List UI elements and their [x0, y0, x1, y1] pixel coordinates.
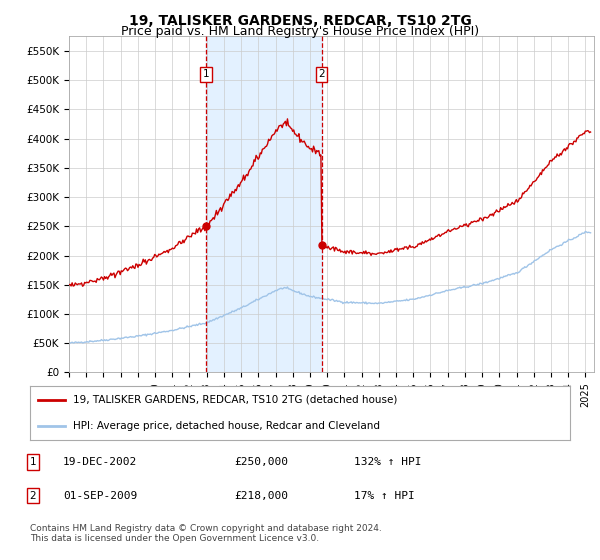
Text: £250,000: £250,000	[234, 457, 288, 467]
Text: 17% ↑ HPI: 17% ↑ HPI	[354, 491, 415, 501]
Text: 19, TALISKER GARDENS, REDCAR, TS10 2TG: 19, TALISKER GARDENS, REDCAR, TS10 2TG	[128, 14, 472, 28]
Text: 2: 2	[29, 491, 37, 501]
Text: 1: 1	[29, 457, 37, 467]
Text: 2: 2	[318, 69, 325, 80]
Text: Price paid vs. HM Land Registry's House Price Index (HPI): Price paid vs. HM Land Registry's House …	[121, 25, 479, 38]
Text: 01-SEP-2009: 01-SEP-2009	[63, 491, 137, 501]
Text: Contains HM Land Registry data © Crown copyright and database right 2024.
This d: Contains HM Land Registry data © Crown c…	[30, 524, 382, 543]
Bar	[206, 36, 322, 372]
Text: 19-DEC-2002: 19-DEC-2002	[63, 457, 137, 467]
Text: 1: 1	[203, 69, 209, 80]
Text: HPI: Average price, detached house, Redcar and Cleveland: HPI: Average price, detached house, Redc…	[73, 421, 380, 431]
Text: 132% ↑ HPI: 132% ↑ HPI	[354, 457, 421, 467]
Text: £218,000: £218,000	[234, 491, 288, 501]
Text: 19, TALISKER GARDENS, REDCAR, TS10 2TG (detached house): 19, TALISKER GARDENS, REDCAR, TS10 2TG (…	[73, 395, 398, 405]
